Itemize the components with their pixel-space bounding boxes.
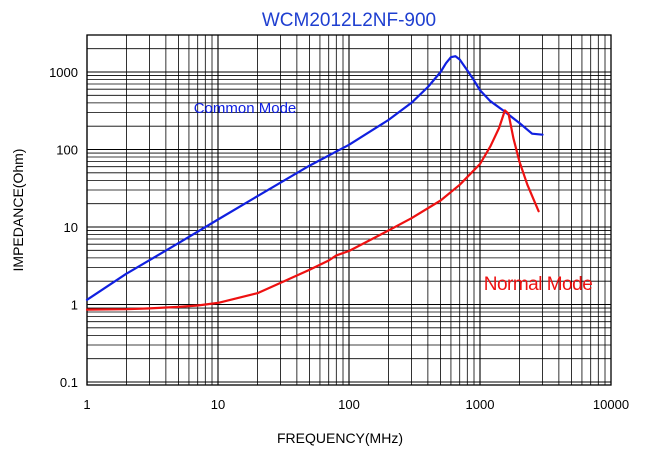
tick-labels: 1 10 100 1000 10000 0.1 1 10 100 1000 (49, 65, 629, 412)
grid-lines (86, 34, 611, 385)
series-lines (85, 55, 544, 311)
series-label-common-mode: Common Mode (194, 100, 297, 117)
x-tick-label: 100 (338, 397, 360, 412)
x-tick-label: 10000 (593, 397, 629, 412)
y-tick-label: 10 (64, 220, 78, 235)
series-line-common-mode (85, 55, 544, 301)
x-tick-label: 10 (211, 397, 225, 412)
plot-frame (86, 34, 612, 386)
y-tick-label: 1000 (49, 65, 78, 80)
series-line-normal-mode (85, 109, 540, 311)
y-tick-label: 100 (56, 143, 78, 158)
x-axis-label: FREQUENCY(MHz) (277, 430, 403, 446)
series-label-normal-mode: Normal Mode (484, 274, 593, 295)
y-tick-label: 0.1 (60, 375, 78, 390)
x-tick-label: 1 (83, 397, 90, 412)
y-tick-label: 1 (71, 298, 78, 313)
chart-title: WCM2012L2NF-900 (262, 10, 436, 31)
y-axis-label: IMPEDANCE(Ohm) (10, 149, 26, 272)
x-tick-label: 1000 (466, 397, 495, 412)
